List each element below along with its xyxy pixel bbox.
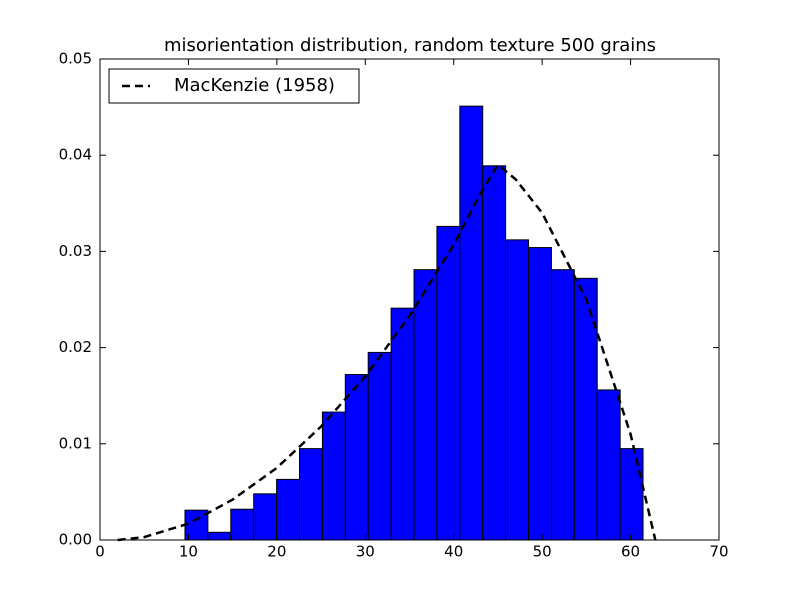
x-tick-label: 20 <box>267 543 286 561</box>
y-tick-label: 0.03 <box>59 242 92 260</box>
y-tick-label: 0.00 <box>59 531 92 549</box>
x-tick-label: 10 <box>179 543 198 561</box>
bar <box>596 389 621 541</box>
x-tick-label: 70 <box>709 543 728 561</box>
bar <box>482 165 507 541</box>
line-series <box>117 162 657 542</box>
bar <box>505 239 530 541</box>
x-tick-label: 50 <box>533 543 552 561</box>
bar <box>619 448 644 541</box>
x-tick-label: 30 <box>356 543 375 561</box>
x-tick-label: 0 <box>95 543 105 561</box>
plot-frame <box>99 58 720 541</box>
bar <box>573 277 598 541</box>
y-tick-label: 0.04 <box>59 146 92 164</box>
bar <box>390 307 415 541</box>
y-tick-label: 0.02 <box>59 338 92 356</box>
bar <box>321 411 346 541</box>
x-tick-label: 60 <box>621 543 640 561</box>
bar <box>298 448 323 541</box>
bar <box>276 478 300 541</box>
bar <box>253 493 278 541</box>
x-tick-label: 40 <box>444 543 463 561</box>
bar <box>528 247 552 541</box>
bar <box>344 374 369 541</box>
bar <box>413 269 438 541</box>
chart-title: misorientation distribution, random text… <box>164 35 656 56</box>
legend-box <box>108 68 360 104</box>
bar <box>367 351 392 541</box>
bar <box>436 225 461 541</box>
y-tick-label: 0.01 <box>59 434 92 452</box>
legend-label: MacKenzie (1958) <box>174 75 335 96</box>
bar <box>550 269 575 541</box>
bar <box>459 105 484 541</box>
y-tick-label: 0.05 <box>59 50 92 68</box>
bar <box>230 508 255 541</box>
bar <box>207 531 232 541</box>
